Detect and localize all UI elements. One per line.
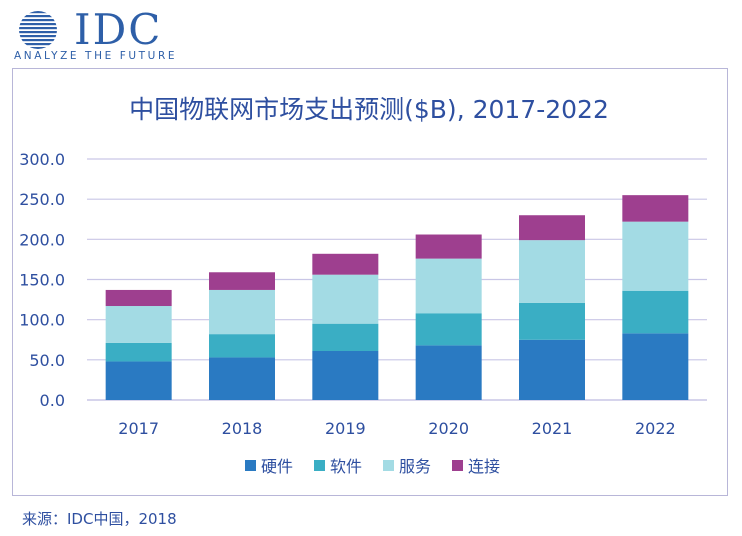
logo-tagline: ANALYZE THE FUTURE bbox=[14, 50, 178, 62]
bar-segment-services-2019 bbox=[312, 274, 379, 324]
bar-segment-hardware-2021 bbox=[519, 339, 585, 400]
x-tick-label: 2021 bbox=[532, 419, 573, 438]
bar-segment-software-2022 bbox=[622, 290, 689, 334]
bar-segment-hardware-2019 bbox=[312, 350, 379, 400]
globe-icon bbox=[19, 11, 57, 49]
bar-segment-hardware-2017 bbox=[105, 361, 172, 400]
bar-segment-software-2018 bbox=[209, 334, 275, 358]
bar-segment-software-2017 bbox=[105, 342, 172, 362]
legend-label-software: 软件 bbox=[330, 457, 362, 476]
y-tick-label: 300.0 bbox=[19, 150, 65, 169]
x-tick-label: 2020 bbox=[428, 419, 469, 438]
source-note: 来源：IDC中国，2018 bbox=[22, 510, 177, 528]
x-tick-label: 2019 bbox=[325, 419, 366, 438]
chart-container: 中国物联网市场支出预测($B), 2017-2022 0.0 50.0 100.0 1… bbox=[12, 68, 728, 496]
legend-label-connectivity: 连接 bbox=[468, 457, 500, 476]
idc-logo: IDC ANALYZE THE FUTURE bbox=[10, 6, 210, 66]
bar-segment-connectivity-2021 bbox=[519, 215, 585, 241]
bar-segment-connectivity-2017 bbox=[105, 289, 172, 307]
bar-segment-services-2017 bbox=[105, 306, 172, 343]
bar-segment-software-2020 bbox=[415, 313, 482, 346]
x-axis-ticks: 2017 2018 2019 2020 2021 2022 bbox=[118, 419, 675, 438]
y-tick-label: 100.0 bbox=[19, 311, 65, 330]
bar-segment-services-2021 bbox=[519, 240, 585, 303]
y-tick-label: 200.0 bbox=[19, 230, 65, 249]
y-tick-label: 0.0 bbox=[40, 391, 65, 410]
bar-segment-services-2020 bbox=[415, 258, 482, 314]
x-tick-label: 2017 bbox=[118, 419, 159, 438]
bar-segment-connectivity-2022 bbox=[622, 195, 689, 222]
x-tick-label: 2022 bbox=[635, 419, 676, 438]
stacked-bar-chart: 中国物联网市场支出预测($B), 2017-2022 0.0 50.0 100.0 1… bbox=[19, 95, 707, 476]
y-tick-label: 250.0 bbox=[19, 190, 65, 209]
bar-segment-connectivity-2019 bbox=[312, 253, 379, 275]
bar-segment-software-2019 bbox=[312, 323, 379, 351]
legend-swatch-hardware bbox=[245, 460, 256, 471]
legend-swatch-software bbox=[314, 460, 325, 471]
logo-brand: IDC bbox=[74, 5, 163, 54]
bar-segment-hardware-2018 bbox=[209, 357, 275, 400]
bars bbox=[105, 195, 689, 400]
legend-swatch-services bbox=[383, 460, 394, 471]
y-axis-ticks: 0.0 50.0 100.0 150.0 200.0 250.0 300.0 bbox=[19, 150, 65, 410]
legend: 硬件 软件 服务 连接 bbox=[245, 457, 500, 476]
legend-label-hardware: 硬件 bbox=[261, 457, 293, 476]
x-tick-label: 2018 bbox=[222, 419, 263, 438]
y-tick-label: 150.0 bbox=[19, 271, 65, 290]
bar-segment-hardware-2022 bbox=[622, 333, 689, 400]
bar-segment-services-2018 bbox=[209, 289, 275, 335]
bar-segment-software-2021 bbox=[519, 302, 585, 340]
y-tick-label: 50.0 bbox=[29, 351, 65, 370]
bar-segment-connectivity-2020 bbox=[415, 234, 482, 259]
legend-swatch-connectivity bbox=[452, 460, 463, 471]
gridlines bbox=[87, 158, 707, 401]
bar-segment-hardware-2020 bbox=[415, 345, 482, 400]
bar-segment-connectivity-2018 bbox=[209, 272, 275, 290]
chart-title: 中国物联网市场支出预测($B), 2017-2022 bbox=[129, 95, 609, 124]
bar-segment-services-2022 bbox=[622, 221, 689, 291]
legend-label-services: 服务 bbox=[399, 457, 431, 476]
